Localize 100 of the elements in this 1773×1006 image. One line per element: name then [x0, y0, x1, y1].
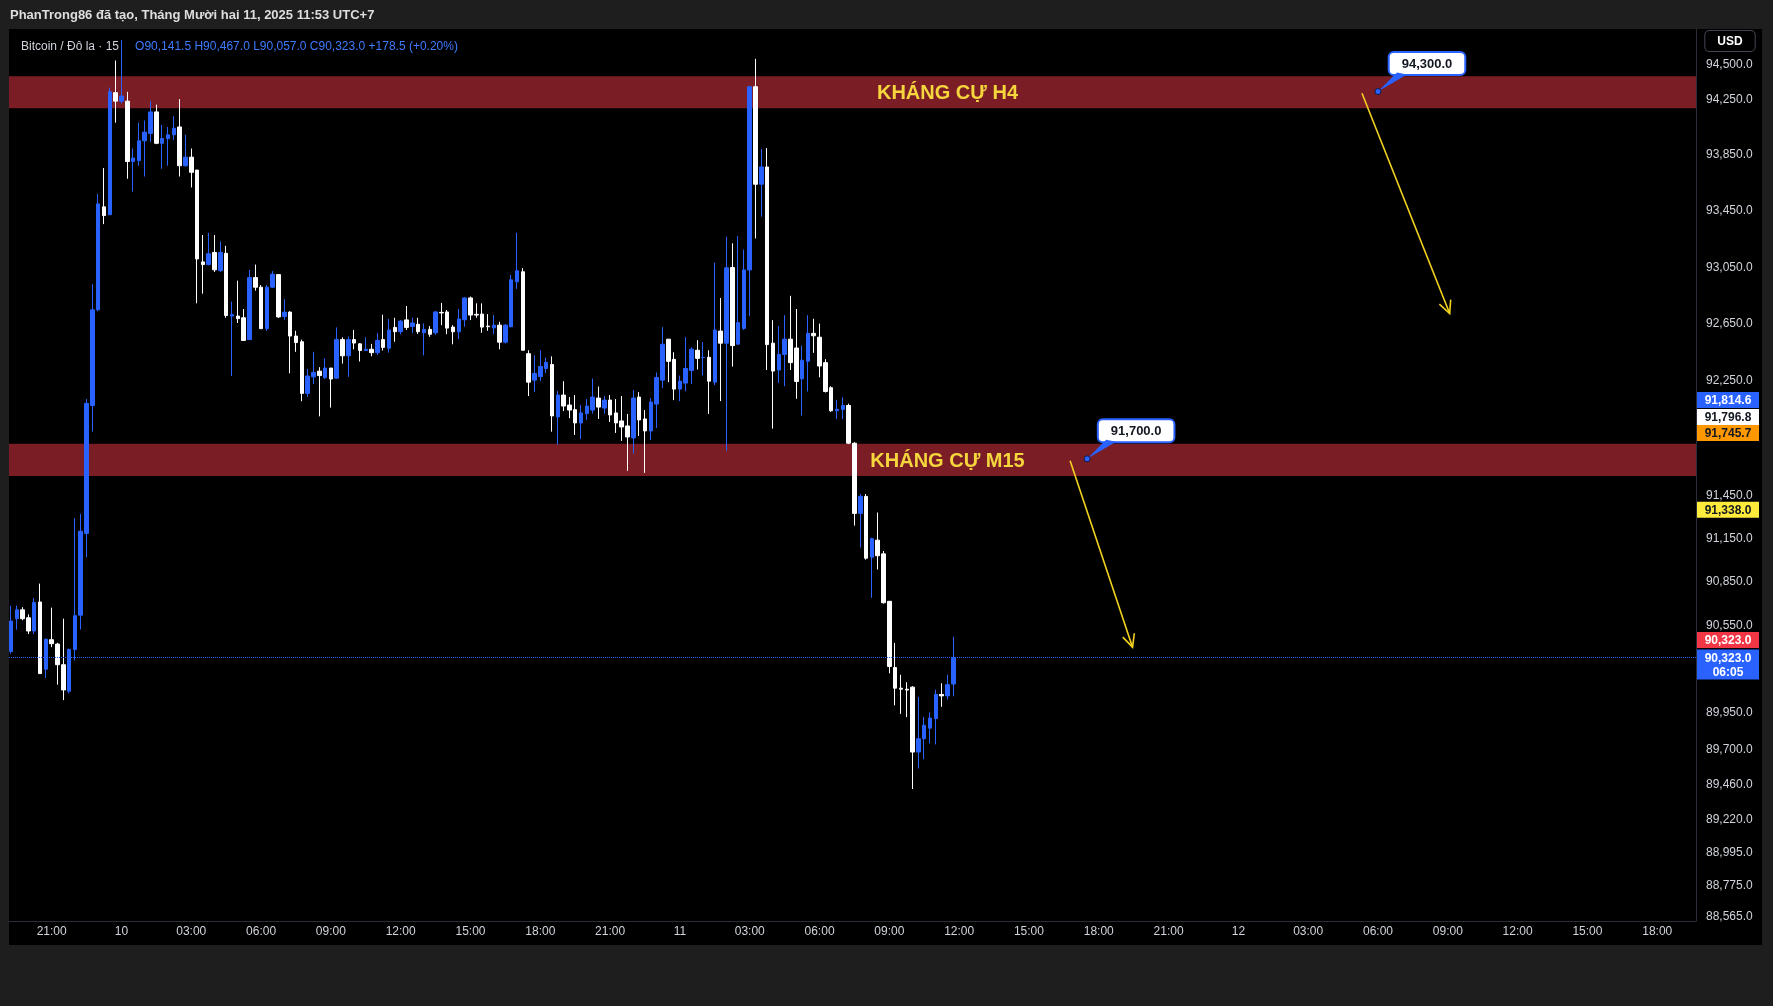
x-tick-label: 21:00 — [595, 924, 626, 938]
candlestick — [317, 366, 322, 417]
ref-line-label: 90,323.0 06:05 — [1704, 650, 1752, 679]
candlestick — [433, 310, 438, 336]
candlestick — [579, 404, 583, 440]
x-tick-label: 06:00 — [246, 924, 277, 938]
x-tick-label: 15:00 — [1013, 924, 1045, 938]
candlestick — [521, 267, 525, 351]
candlestick — [108, 87, 112, 216]
x-tick-label: 21:00 — [1153, 924, 1184, 938]
candlestick — [276, 273, 281, 319]
candlestick — [212, 234, 217, 273]
candlestick — [800, 345, 804, 417]
annotation: 91,700.0 — [1110, 423, 1162, 439]
candlestick — [835, 399, 839, 420]
x-tick-label: 12:00 — [1502, 924, 1533, 938]
candlestick — [230, 301, 234, 377]
text: 91,796.8 — [1704, 410, 1752, 425]
text: 91,814.6 — [1704, 393, 1752, 408]
candlestick — [218, 241, 223, 273]
x-tick-label: 09:00 — [1432, 924, 1464, 938]
candlestick — [643, 409, 647, 474]
candlestick — [323, 357, 327, 380]
candlestick — [364, 336, 368, 352]
x-tick-label: 15:00 — [455, 924, 486, 938]
y-tick-label: 92,650.0 — [1706, 316, 1754, 331]
y-tick-label: 88,565.0 — [1706, 908, 1754, 923]
x-tick-label: 15:00 — [1572, 924, 1603, 938]
y-tick-label: 89,220.0 — [1706, 812, 1754, 827]
text: PhanTrong86 đã tạo, Tháng Mười hai 11, 2025 11:53 UTC+7 — [10, 6, 375, 22]
text: Bitcoin / Đô la · 15 — [21, 39, 120, 53]
candlestick — [201, 234, 205, 295]
candlestick — [346, 335, 351, 378]
candlestick — [416, 317, 420, 335]
text: O90,141.5 H90,467.0 L90,057.0 C90,323.0 +178.5 (+0.20%) — [135, 39, 458, 53]
x-tick-label: 10 — [114, 924, 129, 938]
text: 90,323.0 — [1704, 633, 1752, 648]
candlestick — [398, 319, 403, 335]
candlestick — [497, 321, 502, 350]
candlestick — [526, 349, 531, 397]
y-tick-label: 91,150.0 — [1706, 530, 1754, 545]
candlestick — [934, 689, 938, 745]
candlestick — [637, 391, 641, 437]
candlestick — [713, 262, 717, 386]
x-tick-label: 18:00 — [525, 924, 556, 938]
candlestick — [753, 58, 758, 239]
candlestick — [329, 367, 333, 409]
candlestick — [608, 394, 612, 423]
candlestick — [288, 310, 292, 374]
candlestick — [596, 386, 601, 420]
candlestick — [294, 330, 298, 353]
annotation: 94,300.0 — [1401, 56, 1453, 72]
x-tick-label: 12 — [1231, 924, 1246, 938]
x-tick-label: 18:00 — [1642, 924, 1673, 938]
candlestick — [113, 60, 118, 124]
candlestick — [858, 493, 863, 549]
x-tick-label: 03:00 — [176, 924, 207, 938]
candlestick — [695, 339, 700, 370]
candlestick — [387, 318, 391, 354]
candlestick — [428, 325, 432, 338]
x-tick-label: 18:00 — [1083, 924, 1115, 938]
candlestick — [492, 314, 496, 335]
candlestick — [102, 167, 106, 225]
x-tick-label: 06:00 — [804, 924, 835, 938]
y-tick-label: 94,250.0 — [1706, 91, 1754, 106]
candlestick — [811, 318, 816, 354]
candlestick — [724, 236, 729, 452]
band-label: KHÁNG CỰ H4 — [876, 81, 1019, 104]
x-tick-label: 03:00 — [1293, 924, 1324, 938]
candlestick — [864, 493, 868, 561]
x-tick-label: 09:00 — [315, 924, 347, 938]
candlestick — [125, 91, 130, 180]
candlestick — [32, 597, 36, 635]
y-tick-label: 90,550.0 — [1706, 617, 1754, 632]
candlestick — [9, 605, 13, 655]
y-tick-label: 93,450.0 — [1706, 203, 1754, 218]
candlestick — [486, 313, 490, 332]
candlestick — [515, 232, 519, 290]
y-tick-label: 93,050.0 — [1706, 259, 1754, 274]
candlestick — [340, 336, 345, 365]
candlestick — [38, 583, 42, 675]
candlestick — [369, 343, 374, 357]
y-tick-label: 89,460.0 — [1706, 776, 1754, 791]
candlestick — [422, 322, 426, 356]
text: 91,338.0 — [1704, 502, 1752, 517]
candlestick — [806, 314, 810, 393]
candlestick — [247, 269, 252, 341]
candlestick — [765, 147, 769, 371]
y-tick-label: 88,995.0 — [1706, 845, 1754, 860]
candlestick — [358, 342, 362, 362]
candlestick — [160, 124, 164, 170]
candlestick — [393, 317, 397, 343]
candlestick — [381, 314, 385, 352]
candlestick — [15, 604, 19, 631]
y-tick-label: 92,250.0 — [1706, 373, 1754, 388]
candlestick — [300, 339, 304, 402]
candlestick — [154, 104, 159, 145]
candlestick — [841, 396, 845, 420]
candlestick — [224, 245, 228, 319]
y-tick-label: 91,450.0 — [1706, 487, 1754, 502]
